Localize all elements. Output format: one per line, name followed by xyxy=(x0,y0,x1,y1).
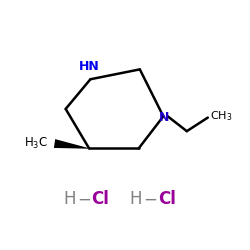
Text: −: − xyxy=(77,190,91,208)
Polygon shape xyxy=(54,139,89,149)
Text: H: H xyxy=(63,190,76,208)
Text: Cl: Cl xyxy=(92,190,110,208)
Text: Cl: Cl xyxy=(158,190,176,208)
Text: −: − xyxy=(144,190,158,208)
Text: HN: HN xyxy=(79,60,100,73)
Text: N: N xyxy=(159,111,170,124)
Text: H: H xyxy=(130,190,142,208)
Text: H$_3$C: H$_3$C xyxy=(24,136,48,151)
Text: CH$_3$: CH$_3$ xyxy=(210,109,233,122)
